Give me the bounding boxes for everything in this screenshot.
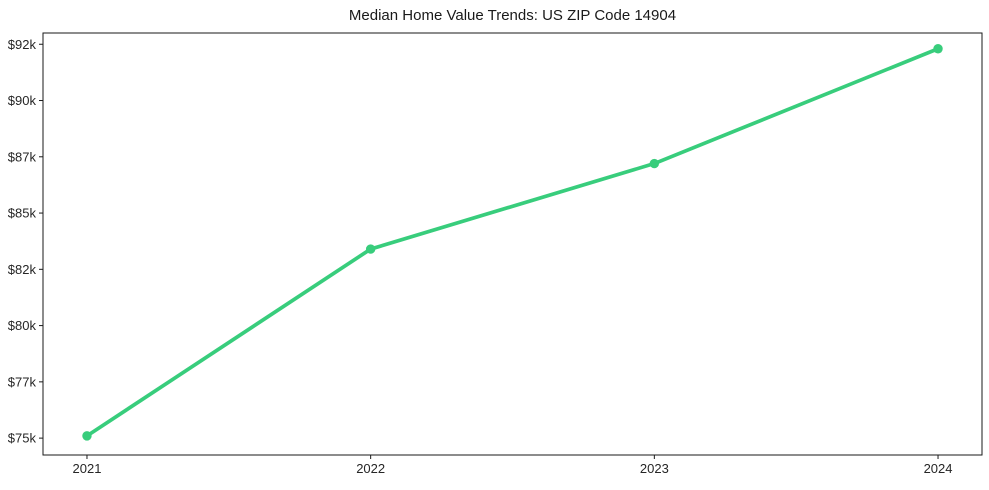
y-tick-label: $87k [8,149,37,164]
y-tick-label: $80k [8,318,37,333]
y-tick-label: $77k [8,374,37,389]
y-tick-label: $90k [8,93,37,108]
chart-title: Median Home Value Trends: US ZIP Code 14… [348,7,677,24]
data-point [82,431,92,441]
data-point [933,44,943,54]
data-point [649,158,660,169]
trend-line [85,46,940,438]
plot-area [42,32,983,456]
y-tick-label: $75k [8,431,37,446]
x-tick-label: 2024 [924,461,953,476]
x-tick-label: 2021 [73,461,102,476]
y-tick-label: $92k [8,37,37,52]
y-tick-label: $85k [8,206,37,221]
y-tick-label: $82k [8,262,37,277]
x-tick-label: 2022 [356,461,385,476]
x-tick-label: 2023 [640,461,669,476]
data-point [365,244,376,254]
